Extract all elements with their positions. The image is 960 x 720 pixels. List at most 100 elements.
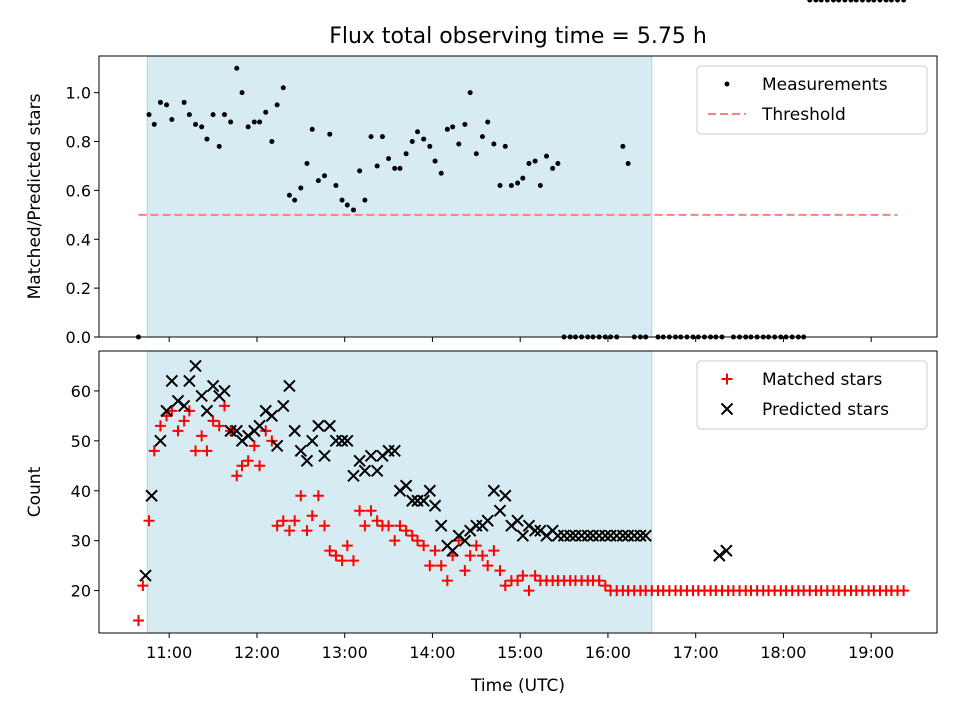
predicted-star-point — [446, 544, 459, 557]
y-tick-label: 60 — [71, 382, 91, 401]
matched-star-point — [476, 550, 488, 562]
measurement-point — [146, 112, 152, 118]
matched-star-point — [242, 455, 254, 467]
matched-star-point — [196, 430, 208, 442]
measurement-point — [298, 185, 304, 191]
predicted-star-point — [399, 479, 413, 492]
plot-frame — [98, 55, 938, 338]
legend-label: Predicted stars — [762, 400, 889, 420]
matched-star-point — [218, 400, 230, 412]
y-axis-label: Matched/Predicted stars — [25, 93, 45, 299]
measurement-point — [164, 102, 170, 108]
matched-star-point — [435, 560, 447, 572]
measurement-point — [462, 121, 468, 127]
matched-star-point — [529, 570, 541, 582]
measurement-point — [350, 207, 356, 213]
matched-star-point — [354, 505, 366, 517]
measurement-point — [877, 0, 883, 3]
predicted-star-point — [599, 529, 612, 542]
predicted-star-point — [516, 529, 530, 542]
measurement-point — [544, 153, 550, 159]
legend-label: Threshold — [761, 105, 846, 125]
predicted-star-point — [487, 484, 501, 497]
predicted-star-point — [277, 399, 290, 413]
matched-star-point — [283, 525, 295, 537]
predicted-star-point — [713, 549, 726, 562]
y-tick-label: 30 — [71, 532, 91, 551]
measurement-point — [415, 129, 421, 135]
measurement-point — [286, 192, 292, 198]
measurement-point — [339, 197, 345, 203]
predicted-star-point — [481, 514, 494, 527]
matched-star-point — [324, 545, 336, 557]
measurement-point — [186, 112, 192, 118]
measurement-point — [221, 112, 227, 118]
predicted-star-point — [458, 534, 472, 547]
measurement-point — [357, 168, 363, 174]
x-tick-label: 11:00 — [146, 643, 192, 662]
measurement-point — [216, 143, 222, 149]
measurement-point — [151, 121, 157, 127]
measurement-point — [836, 0, 842, 3]
matched-star-point — [494, 565, 506, 577]
predicted-star-point — [493, 504, 507, 517]
matched-star-point — [231, 470, 243, 482]
predicted-star-point — [200, 404, 214, 418]
predicted-star-point — [300, 454, 314, 468]
measurement-point — [322, 173, 328, 179]
measurement-point — [620, 143, 626, 149]
matched-star-point — [148, 445, 160, 457]
measurement-point — [274, 102, 280, 108]
observing-interval-shade — [146, 55, 653, 338]
matched-star-point — [389, 535, 401, 547]
predicted-star-point — [218, 384, 231, 398]
matched-star-point — [341, 540, 353, 552]
predicted-star-point — [283, 379, 296, 393]
measurement-point — [327, 131, 333, 137]
measurement-point — [193, 121, 199, 127]
matched-star-point — [213, 420, 225, 432]
measurement-point — [467, 90, 473, 96]
predicted-star-point — [323, 419, 336, 433]
matched-star-point — [178, 415, 190, 427]
predicted-star-point — [564, 529, 577, 542]
predicted-star-point — [206, 379, 220, 393]
matched-star-point — [143, 515, 155, 527]
predicted-star-point — [139, 569, 152, 582]
measurement-point — [895, 0, 901, 3]
measurement-point — [403, 151, 409, 157]
predicted-star-point — [270, 439, 284, 453]
measurement-point — [239, 90, 245, 96]
matched-star-point — [172, 425, 184, 437]
measurement-point — [813, 0, 819, 3]
predicted-star-point — [230, 424, 243, 438]
matched-star-point — [599, 580, 611, 592]
measurement-point — [842, 0, 848, 3]
measurement-point — [444, 126, 450, 132]
measurement-point — [537, 183, 543, 189]
matched-star-point — [132, 615, 144, 627]
matched-star-point — [154, 420, 166, 432]
matched-star-point — [319, 520, 331, 532]
matched-star-point — [137, 580, 149, 592]
predicted-star-point — [189, 359, 202, 373]
matched-star-point — [277, 515, 289, 527]
matched-star-point — [488, 545, 500, 557]
matched-star-point — [406, 530, 418, 542]
measurement-point — [550, 165, 556, 171]
plot-frame — [98, 350, 938, 634]
predicted-star-point — [428, 499, 442, 512]
y-tick-label: 20 — [71, 582, 91, 601]
measurement-point — [269, 139, 275, 145]
measurement-point — [245, 124, 251, 130]
measurement-point — [199, 124, 205, 130]
predicted-star-point — [616, 529, 630, 542]
predicted-star-point — [720, 544, 733, 557]
matched-star-point — [365, 505, 377, 517]
x-tick-label: 12:00 — [234, 643, 280, 662]
predicted-star-point — [265, 409, 279, 423]
x-tick-label: 16:00 — [585, 643, 631, 662]
matched-star-point — [254, 460, 266, 472]
legend-label: Measurements — [762, 75, 888, 95]
